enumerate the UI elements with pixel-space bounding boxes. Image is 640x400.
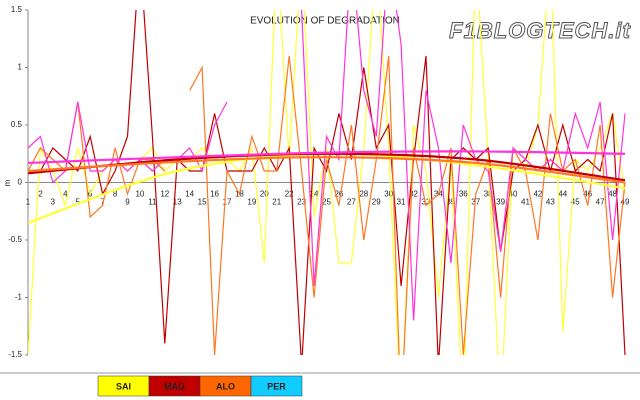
x-tick-label: 4 <box>63 190 68 199</box>
x-tick-label: 49 <box>621 198 630 207</box>
x-tick-label: 29 <box>372 198 381 207</box>
x-tick-label: 23 <box>297 198 306 207</box>
chart-title: EVOLUTION OF DEGRADATION <box>250 16 400 27</box>
x-tick-label: 10 <box>135 190 144 199</box>
x-tick-label: 42 <box>533 190 542 199</box>
x-tick-label: 25 <box>322 198 331 207</box>
series-line <box>28 55 626 355</box>
x-tick-label: 33 <box>422 198 431 207</box>
x-tick-label: 19 <box>247 198 256 207</box>
y-tick-label: 1.5 <box>11 5 23 14</box>
x-tick-label: 22 <box>285 190 294 199</box>
x-tick-label: 46 <box>583 190 592 199</box>
x-tick-label: 39 <box>496 198 505 207</box>
x-tick-label: 45 <box>571 198 580 207</box>
x-tick-label: 1 <box>26 198 31 207</box>
legend-label: MAG <box>164 381 185 391</box>
x-tick-label: 17 <box>223 198 232 207</box>
legend-label: SAI <box>116 381 131 391</box>
x-tick-label: 12 <box>160 190 169 199</box>
x-tick-label: 2 <box>38 190 43 199</box>
x-tick-label: 24 <box>310 190 319 199</box>
y-tick-label: 0 <box>18 178 23 187</box>
x-tick-label: 3 <box>51 198 56 207</box>
y-tick-label: 1 <box>18 63 23 72</box>
x-tick-label: 44 <box>558 190 567 199</box>
x-tick-label: 47 <box>596 198 605 207</box>
x-tick-label: 15 <box>198 198 207 207</box>
watermark: F1BLOGTECH.it <box>449 18 631 43</box>
x-tick-label: 21 <box>272 198 281 207</box>
x-tick-label: 48 <box>608 190 617 199</box>
x-tick-label: 14 <box>185 190 194 199</box>
x-tick-label: 26 <box>334 190 343 199</box>
x-tick-label: 13 <box>173 198 182 207</box>
x-tick-label: 35 <box>446 198 455 207</box>
x-tick-label: 30 <box>384 190 393 199</box>
x-tick-label: 41 <box>521 198 530 207</box>
x-tick-label: 9 <box>125 198 130 207</box>
y-axis-label: m <box>3 179 12 186</box>
x-tick-label: 40 <box>509 190 518 199</box>
trend-line <box>28 156 626 184</box>
y-tick-label: -0.5 <box>8 235 22 244</box>
x-tick-label: 38 <box>484 190 493 199</box>
x-tick-label: 27 <box>347 198 356 207</box>
y-tick-label: -1.5 <box>8 350 22 359</box>
x-tick-label: 32 <box>409 190 418 199</box>
x-tick-label: 28 <box>359 190 368 199</box>
legend-label: ALO <box>216 381 235 391</box>
series-line <box>28 10 626 355</box>
x-tick-label: 8 <box>113 190 118 199</box>
x-tick-label: 5 <box>76 198 81 207</box>
y-tick-label: 0.5 <box>11 120 23 129</box>
legend-label: PER <box>267 381 286 391</box>
plot-area <box>28 10 626 355</box>
legend-swatch <box>250 375 303 397</box>
trend-line <box>28 150 626 165</box>
x-tick-label: 16 <box>210 190 219 199</box>
x-tick-label: 11 <box>148 198 157 207</box>
y-tick-label: -1 <box>15 293 23 302</box>
x-tick-label: 36 <box>459 190 468 199</box>
x-tick-label: 20 <box>260 190 269 199</box>
x-tick-label: 37 <box>471 198 480 207</box>
x-tick-label: 31 <box>397 198 406 207</box>
x-tick-label: 43 <box>546 198 555 207</box>
